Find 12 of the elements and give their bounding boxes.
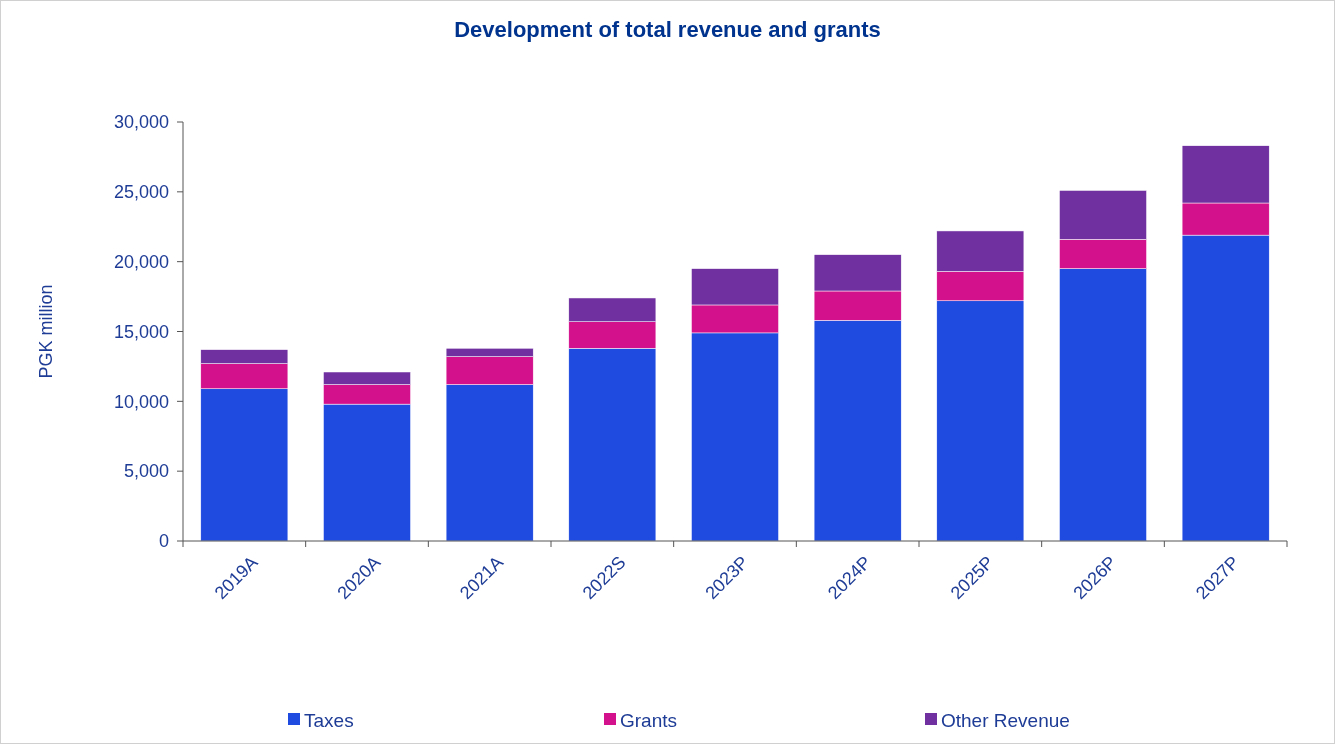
chart-title: Development of total revenue and grants: [454, 17, 881, 42]
y-tick-label: 15,000: [113, 321, 169, 342]
y-axis-title: PGK million: [36, 284, 56, 379]
y-tick-label: 20,000: [113, 251, 169, 272]
legend-label: Other Revenue: [941, 709, 1070, 731]
legend-label: Grants: [620, 709, 678, 731]
y-tick-label: 0: [158, 531, 169, 552]
y-tick-label: 25,000: [113, 182, 169, 203]
y-tick-label: 30,000: [113, 112, 169, 133]
y-tick-label: 10,000: [113, 391, 169, 412]
y-tick-label: 5,000: [123, 461, 169, 482]
legend-label: Taxes: [304, 709, 354, 731]
